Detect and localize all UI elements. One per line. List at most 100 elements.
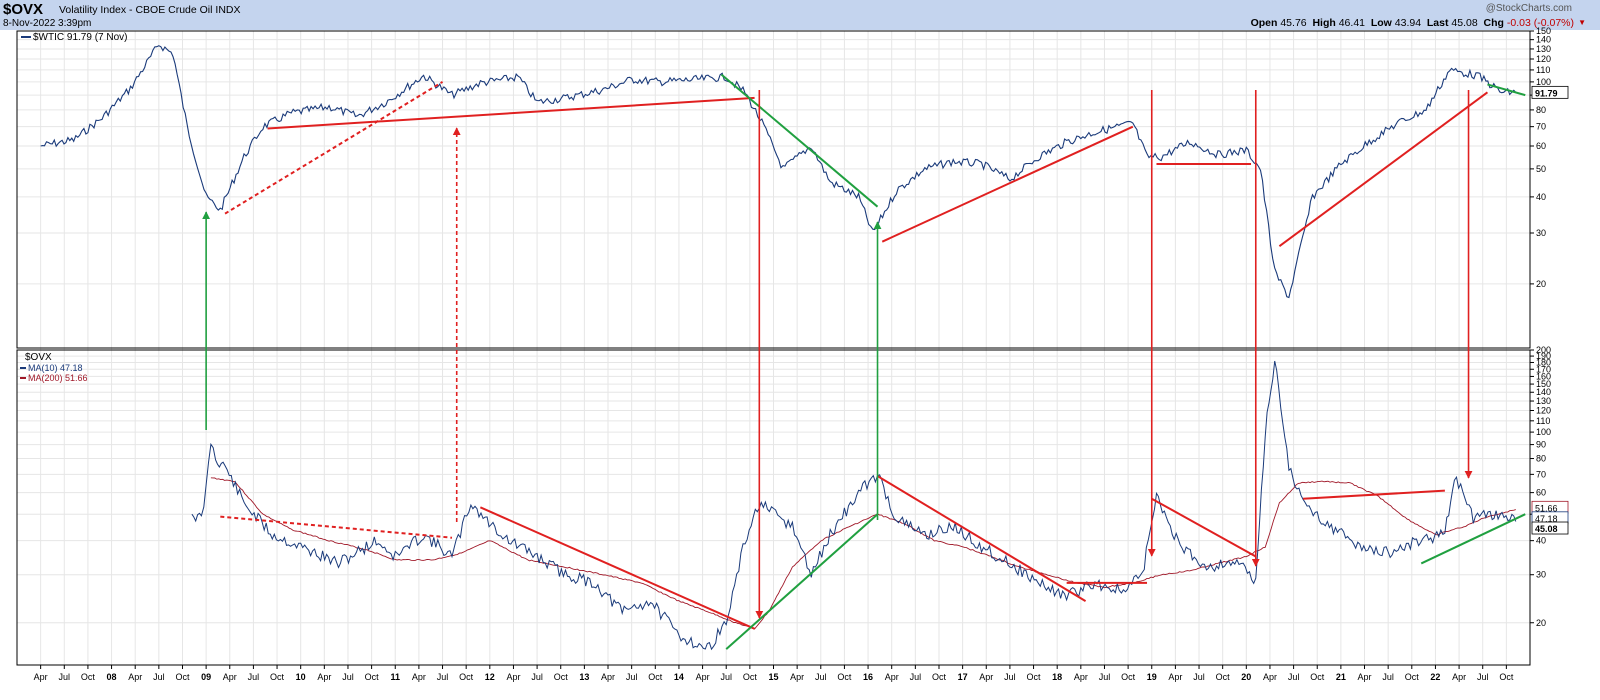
low-label: Low	[1370, 17, 1392, 29]
axes: 2030405060708090100110120130140150203040…	[34, 26, 1569, 682]
chg-label: Chg	[1483, 17, 1504, 29]
lower-trendline	[725, 513, 879, 650]
x-tick-label: 13	[579, 672, 589, 682]
x-tick-label: 09	[201, 672, 211, 682]
high-value: 46.41	[1338, 17, 1365, 29]
x-tick-label: 18	[1052, 672, 1062, 682]
x-tick-label: Oct	[81, 672, 96, 682]
x-tick-label: Oct	[1027, 672, 1042, 682]
x-tick-label: 11	[390, 672, 400, 682]
exchange-label: INDX	[215, 4, 241, 16]
ovx-y-tick-label: 160	[1536, 371, 1551, 381]
ma200-line	[210, 477, 1516, 630]
price-y-tick-label: 30	[1536, 228, 1546, 238]
wtic-price-line	[40, 45, 1517, 299]
price-y-tick-label: 70	[1536, 122, 1546, 132]
x-tick-label: Apr	[885, 672, 899, 682]
x-tick-label: Apr	[1452, 672, 1466, 682]
x-tick-label: Apr	[506, 672, 520, 682]
x-tick-label: Jul	[1004, 672, 1016, 682]
chart-header: $OVX Volatility Index - CBOE Crude Oil I…	[0, 0, 1600, 30]
price-y-tick-label: 110	[1536, 65, 1550, 75]
series-layer	[40, 45, 1517, 651]
x-tick-label: Jul	[1382, 672, 1394, 682]
price-y-tick-label: 40	[1536, 192, 1546, 202]
ovx-y-tick-label: 140	[1536, 387, 1551, 397]
price-y-tick-label: 20	[1536, 279, 1546, 289]
x-tick-label: Oct	[270, 672, 285, 682]
x-tick-label: Jul	[626, 672, 638, 682]
x-tick-label: 20	[1241, 672, 1251, 682]
price-y-tick-label: 130	[1536, 44, 1551, 54]
x-tick-label: Apr	[1263, 672, 1277, 682]
x-tick-label: 12	[485, 672, 495, 682]
x-tick-label: Jul	[1193, 672, 1205, 682]
x-tick-label: Jul	[720, 672, 732, 682]
price-y-tick-label: 150	[1536, 26, 1551, 36]
symbol-title[interactable]: $OVX	[3, 1, 44, 18]
x-tick-label: Apr	[128, 672, 142, 682]
x-tick-label: Oct	[648, 672, 663, 682]
ovx-y-tick-label: 150	[1536, 379, 1551, 389]
trendlines	[220, 73, 1526, 650]
ovx-ma10-line	[191, 360, 1517, 651]
x-tick-label: Oct	[365, 672, 380, 682]
x-tick-label: Jul	[1477, 672, 1489, 682]
x-tick-label: Oct	[459, 672, 474, 682]
price-panel-frame	[16, 30, 1531, 349]
x-tick-label: Apr	[1168, 672, 1182, 682]
open-label: Open	[1250, 17, 1278, 29]
ovx-y-tick-label: 190	[1536, 351, 1551, 361]
ovx-y-tick-label: 90	[1536, 440, 1546, 450]
x-tick-label: Oct	[1121, 672, 1136, 682]
upper-trendline	[1487, 83, 1526, 97]
low-value: 43.94	[1394, 17, 1422, 29]
price-y-tick-label: 140	[1536, 35, 1551, 45]
lower-trendline	[1302, 489, 1445, 500]
upper-trendline	[224, 81, 444, 215]
x-tick-label: Apr	[696, 672, 710, 682]
price-y-tick-label: 80	[1536, 105, 1546, 115]
x-tick-label: 14	[674, 672, 684, 682]
lower-trendline	[220, 515, 453, 539]
ma200-legend: MA(200) 51.66	[28, 373, 88, 383]
x-tick-label: Oct	[175, 672, 190, 682]
ovx-y-tick-label: 170	[1536, 364, 1551, 374]
x-tick-label: Jul	[1099, 672, 1111, 682]
chart-date: 8-Nov-2022 3:39pm	[3, 18, 92, 29]
x-tick-label: Apr	[34, 672, 48, 682]
price-y-tick-label: 60	[1536, 141, 1546, 151]
x-tick-label: Jul	[153, 672, 165, 682]
lower-trendline	[877, 475, 1087, 603]
x-tick-label: 10	[296, 672, 306, 682]
symbol-description: Volatility Index - CBOE Crude Oil INDX	[59, 4, 241, 16]
ovx-last-value-box	[1531, 521, 1569, 535]
x-tick-label: Jul	[531, 672, 543, 682]
x-tick-label: 17	[958, 672, 968, 682]
x-tick-label: Apr	[1074, 672, 1088, 682]
x-tick-label: Oct	[837, 672, 852, 682]
ma10-legend: MA(10) 47.18	[28, 363, 83, 373]
down-triangle-icon: ▼	[1578, 18, 1586, 27]
signal-arrows	[202, 90, 1473, 619]
ovx-legend: $OVX	[25, 352, 52, 363]
ovx-y-tick-label: 40	[1536, 536, 1546, 546]
x-tick-label: 16	[863, 672, 873, 682]
ovx-y-tick-label: 70	[1536, 469, 1546, 479]
lower-trendline	[1420, 513, 1526, 565]
ma200-last-value: 51.66	[1535, 503, 1558, 513]
wtic-legend: $WTIC 91.79 (7 Nov)	[33, 32, 127, 43]
x-tick-label: Jul	[815, 672, 827, 682]
x-tick-label: Jul	[910, 672, 922, 682]
open-value: 45.76	[1280, 17, 1307, 29]
ma10-last-value: 47.18	[1535, 514, 1558, 524]
wtic-last-value: 91.79	[1535, 88, 1558, 98]
x-tick-label: Oct	[554, 672, 569, 682]
ovx-y-tick-label: 80	[1536, 454, 1546, 464]
ovx-y-tick-label: 20	[1536, 618, 1546, 628]
x-tick-label: Apr	[412, 672, 426, 682]
x-tick-label: 15	[768, 672, 778, 682]
x-tick-label: Apr	[317, 672, 331, 682]
x-tick-label: Apr	[790, 672, 804, 682]
